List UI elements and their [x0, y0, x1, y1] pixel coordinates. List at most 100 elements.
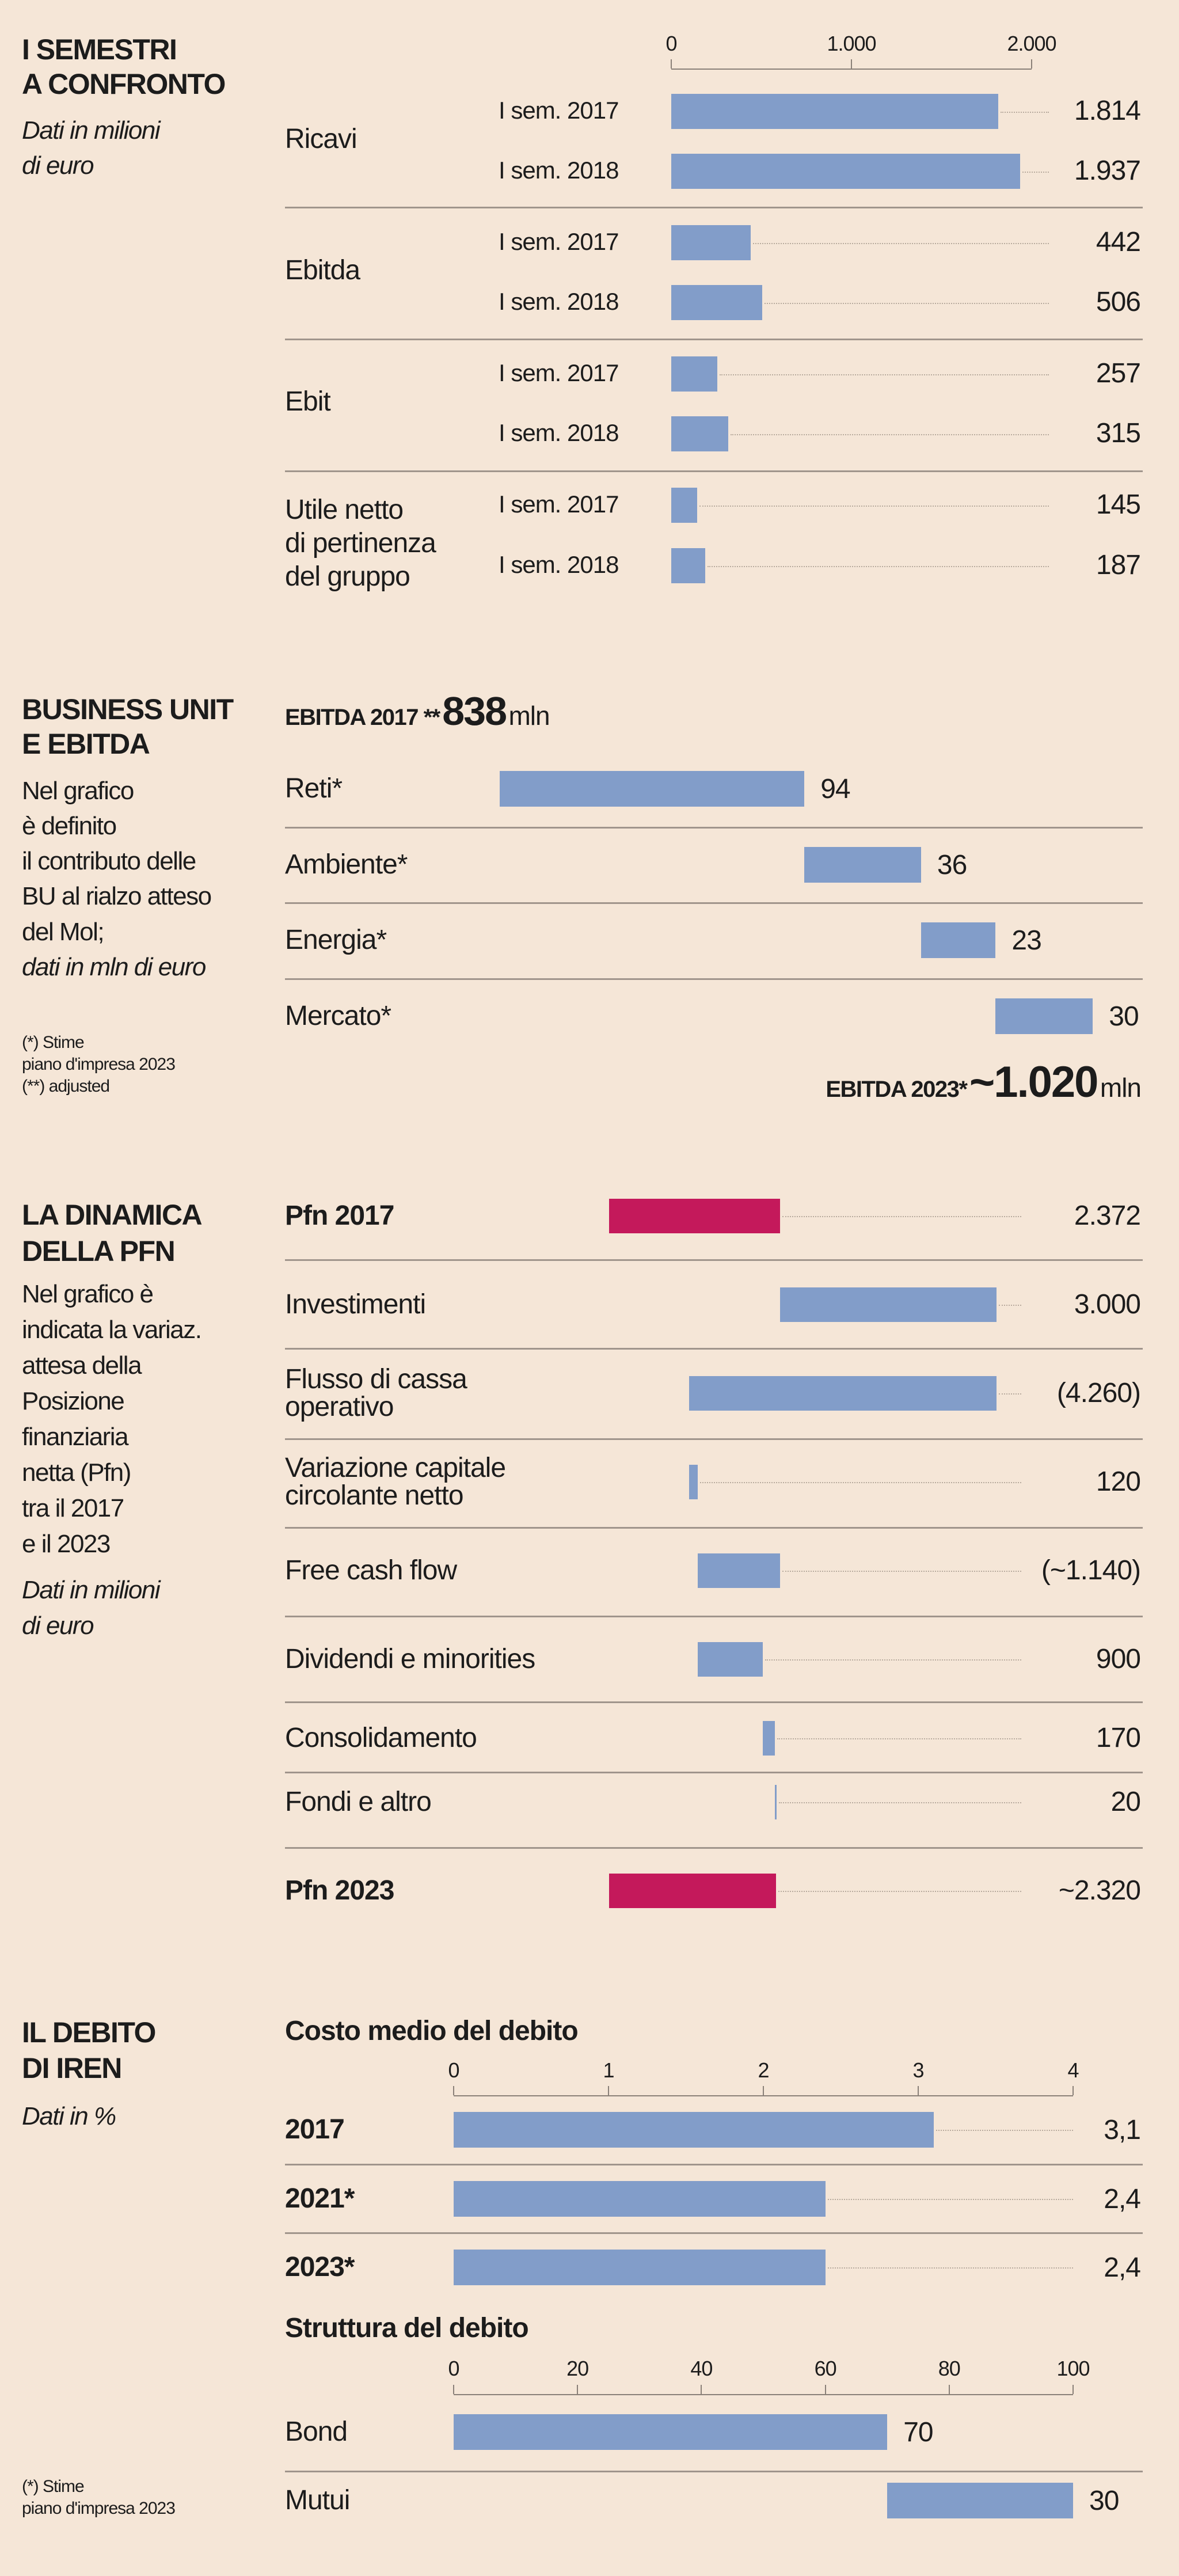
bar [671, 548, 705, 583]
category-label: 2017 [285, 2114, 345, 2145]
section4-footnote: piano d'impresa 2023 [22, 2499, 176, 2518]
row-label: I sem. 2018 [499, 419, 619, 446]
section3-text-line: e il 2023 [22, 1530, 111, 1558]
value-label: 442 [1096, 227, 1141, 257]
leader-line [720, 374, 1049, 375]
value-label: 30 [1109, 1001, 1139, 1032]
row-separator [285, 1438, 1143, 1440]
axis-tick-label: 40 [690, 2357, 713, 2380]
category-label: Energia* [285, 925, 387, 955]
axis-tick-label: 1.000 [827, 32, 876, 55]
pfn-total-bar [609, 1199, 780, 1233]
axis-line [454, 2095, 1073, 2096]
axis-tick-label: 2 [758, 2058, 769, 2082]
value-label: 2.372 [1074, 1200, 1141, 1231]
group-label: Ebit [285, 386, 331, 417]
row-label: Pfn 2017 [285, 1200, 394, 1231]
category-label: 2021* [285, 2183, 355, 2214]
category-label: Mercato* [285, 1001, 391, 1031]
row-label: Flusso di cassa operativo [285, 1364, 467, 1422]
leader-line [753, 242, 1049, 244]
category-label: Ambiente* [285, 849, 408, 880]
bar [454, 2414, 888, 2450]
axis-tick-label: 2.000 [1007, 32, 1056, 55]
row-label: Fondi e altro [285, 1787, 432, 1817]
row-separator [285, 339, 1143, 340]
leader-line [998, 1393, 1021, 1395]
row-label: I sem. 2017 [499, 491, 619, 518]
axis-tick [763, 2086, 764, 2095]
bar [500, 771, 805, 807]
bar [671, 488, 698, 523]
section3-text-line: Posizione [22, 1387, 125, 1415]
value-label: 20 [1110, 1787, 1141, 1817]
bar [698, 1553, 780, 1588]
bar [804, 847, 921, 883]
axis-line [671, 69, 1032, 70]
axis-tick-label: 1 [603, 2058, 614, 2082]
row-separator [285, 1527, 1143, 1529]
bar [671, 225, 751, 260]
value-label: (~1.140) [1041, 1555, 1141, 1586]
section2-subtitle: dati in mln di euro [22, 953, 206, 981]
ebitda-2017-unit: mln [508, 701, 550, 731]
leader-line [699, 505, 1049, 507]
axis-tick [851, 59, 852, 69]
value-label: 3,1 [1104, 2115, 1141, 2145]
row-separator [285, 207, 1143, 208]
group-label: Ebitda [285, 255, 360, 286]
bar [671, 154, 1021, 189]
section3-text-line: Nel grafico è [22, 1280, 154, 1308]
category-label: Mutui [285, 2485, 350, 2516]
leader-line [765, 302, 1049, 304]
section1-subtitle-line1: Dati in milioni [22, 116, 161, 145]
bar [779, 1287, 997, 1322]
row-separator [285, 1616, 1143, 1617]
value-label: 1.814 [1074, 96, 1141, 126]
value-label: 70 [903, 2417, 933, 2448]
value-label: 170 [1096, 1723, 1141, 1753]
bar [454, 2181, 826, 2217]
bar [454, 2250, 826, 2285]
section3-text-line: netta (Pfn) [22, 1458, 131, 1487]
section1-title-line1: I SEMESTRI [22, 33, 177, 66]
bar [762, 1721, 775, 1756]
leader-line [935, 2130, 1073, 2131]
leader-line [700, 1482, 1021, 1483]
row-separator [285, 1348, 1143, 1350]
value-label: 30 [1089, 2486, 1119, 2516]
value-label: 900 [1096, 1644, 1141, 1674]
leader-line [827, 2267, 1073, 2269]
row-separator [285, 2164, 1143, 2165]
row-label: I sem. 2017 [499, 359, 619, 386]
ebitda-2017-header: EBITDA 2017 ** 838 mln [285, 691, 550, 743]
ebitda-2023-label: EBITDA 2023* [826, 1077, 968, 1102]
axis-tick-label: 3 [912, 2058, 924, 2082]
value-label: 506 [1096, 287, 1141, 317]
section2-title-line2: E EBITDA [22, 728, 150, 760]
value-label: 120 [1096, 1466, 1141, 1497]
row-separator [285, 1259, 1143, 1261]
section4-title-line1: IL DEBITO [22, 2016, 156, 2049]
value-label: 315 [1096, 418, 1141, 449]
bar [775, 1785, 777, 1819]
leader-line [782, 1571, 1021, 1572]
row-separator [285, 1772, 1143, 1773]
value-label: 2,4 [1104, 2252, 1141, 2283]
ebitda-2017-label: EBITDA 2017 ** [285, 705, 440, 730]
leader-line [1022, 171, 1049, 173]
section2-footnote: piano d'impresa 2023 [22, 1055, 176, 1074]
section2-text-line: del Mol; [22, 918, 105, 946]
row-label: I sem. 2018 [499, 288, 619, 315]
row-label: I sem. 2018 [499, 157, 619, 184]
section3-title-line1: LA DINAMICA [22, 1199, 203, 1231]
axis-tick [577, 2385, 579, 2394]
category-label: 2023* [285, 2252, 355, 2282]
leader-line [782, 1216, 1021, 1217]
section2-title-line1: BUSINESS UNIT [22, 693, 234, 725]
axis-tick-label: 20 [566, 2357, 589, 2380]
ebitda-2023-footer: EBITDA 2023* ~1.020 mln [826, 1059, 1142, 1118]
value-label: 3.000 [1074, 1289, 1141, 1320]
leader-line [1000, 111, 1049, 113]
axis-tick [948, 2385, 950, 2394]
